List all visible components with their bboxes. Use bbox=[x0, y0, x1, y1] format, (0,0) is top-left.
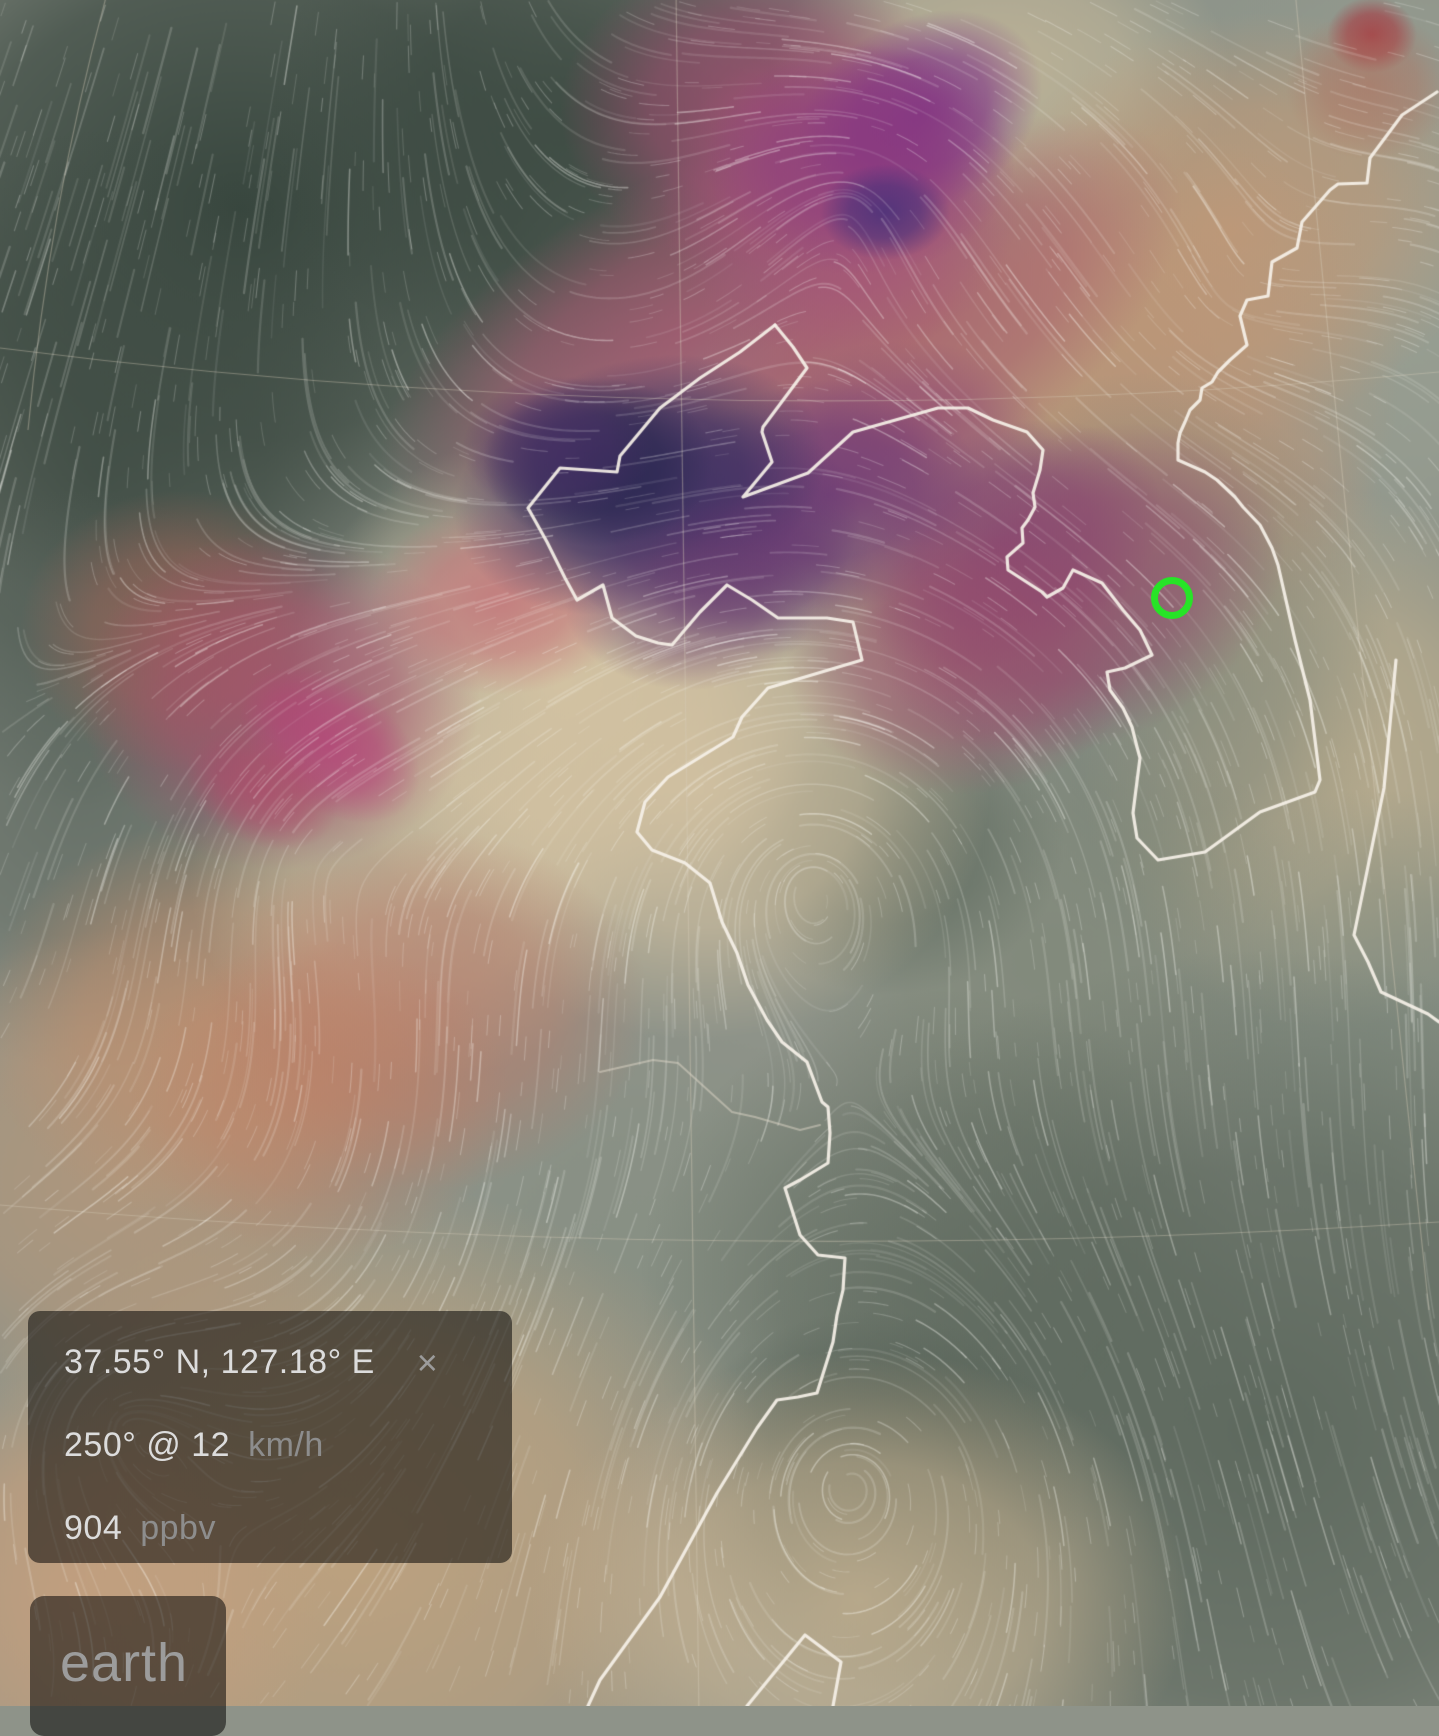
earth-menu-label: earth bbox=[60, 1633, 189, 1693]
wind-row: 250° @ 12 km/h bbox=[64, 1404, 476, 1487]
overlay-reading: 904 bbox=[64, 1509, 123, 1547]
earth-menu-button[interactable]: earth bbox=[30, 1596, 226, 1736]
close-icon[interactable]: × bbox=[416, 1341, 439, 1383]
overlay-unit-label: ppbv bbox=[140, 1509, 216, 1547]
location-panel: 37.55° N, 127.18° E × 250° @ 12 km/h 904… bbox=[28, 1311, 512, 1563]
wind-reading: 250° @ 12 bbox=[64, 1426, 231, 1464]
coordinates-text: 37.55° N, 127.18° E bbox=[64, 1343, 375, 1381]
overlay-row: 904 ppbv bbox=[64, 1487, 476, 1570]
coordinates-row: 37.55° N, 127.18° E × bbox=[64, 1321, 476, 1404]
wind-unit-label: km/h bbox=[248, 1426, 324, 1464]
